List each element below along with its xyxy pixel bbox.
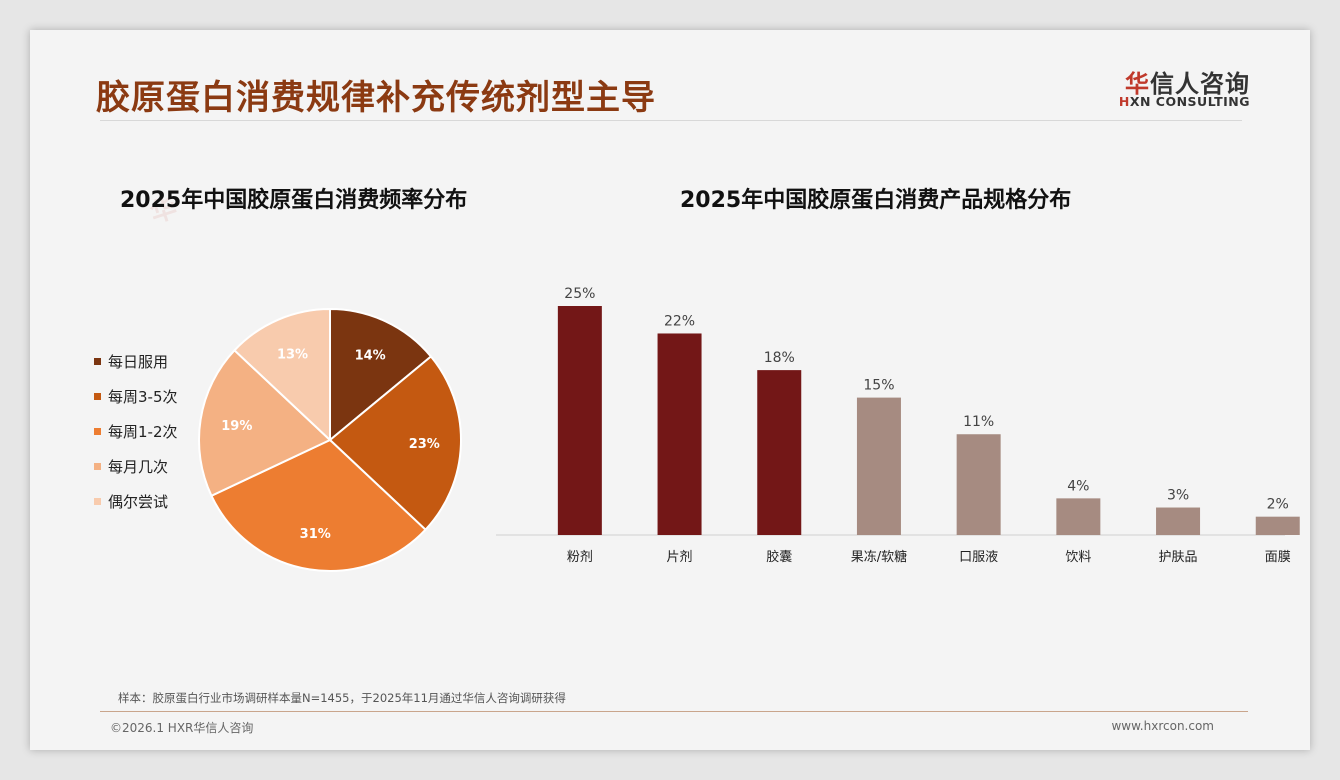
legend-swatch [94,393,101,400]
footer-divider [100,711,1248,712]
bar-category-label: 片剂 [667,550,693,565]
pie-slice [198,348,332,498]
bar [1156,507,1201,535]
pie-slice-label: 19% [221,419,252,434]
bar-value-label: 11% [963,414,994,430]
bar-value-label: 2% [1267,497,1289,513]
bar [757,370,802,535]
pie-slice-label: 23% [409,437,440,452]
legend-item: 每周1-2次 [94,414,178,449]
copyright: ©2026.1 HXR华信人咨询 [110,721,254,735]
bar [657,333,702,535]
website-link[interactable]: www.hxrcon.com [1111,719,1214,733]
pie-slice-label: 31% [300,527,331,542]
pie-legend: 每日服用 每周3-5次 每周1-2次 每月几次 偶尔尝试 [94,344,178,519]
legend-label: 每周3-5次 [108,388,178,406]
bar-category-label: 胶囊 [766,549,792,565]
legend-swatch [94,428,101,435]
pie-slice [328,355,462,532]
sample-note: 样本：胶原蛋白行业市场调研样本量N=1455，于2025年11月通过华信人咨询调… [118,691,566,705]
bar-category-label: 口服液 [959,550,998,565]
legend-label: 每周1-2次 [108,423,178,441]
title-divider [100,120,1242,121]
bar-value-label: 4% [1067,478,1089,494]
bar [856,397,901,535]
bar [1056,498,1101,535]
legend-item: 每日服用 [94,344,178,379]
pie-slice-label: 14% [355,349,386,364]
bar-value-label: 3% [1167,488,1189,504]
pie-slice [210,438,427,572]
legend-swatch [94,498,101,505]
legend-label: 每日服用 [108,353,169,371]
bar-value-label: 18% [764,350,795,366]
bar-category-label: 果冻/软糖 [851,549,907,565]
legend-label: 偶尔尝试 [108,493,169,511]
pie-slice [329,307,433,443]
legend-item: 每月几次 [94,449,178,484]
legend-item: 每周3-5次 [94,379,178,414]
logo-en-text: HXN CONSULTING [1118,94,1250,109]
pie-chart: 14% 23% 31% 19% 13% [198,307,462,572]
legend-swatch [94,358,101,365]
legend-swatch [94,463,101,470]
bar-chart-title: 2025年中国胶原蛋白消费产品规格分布 [680,188,1072,213]
bar-value-label: 25% [564,286,595,302]
pie-slice-label: 13% [277,347,308,362]
bar-category-label: 粉剂 [567,550,593,565]
bar-value-label: 15% [863,378,894,394]
pie-chart-title: 2025年中国胶原蛋白消费频率分布 [120,188,468,213]
legend-label: 每月几次 [108,458,169,476]
bar-chart: 25% 粉剂 22% 片剂 18% 胶囊 15% 果冻/软糖 11% 口服液 4% 饮料 3% 护肤品 2%… [496,286,1300,565]
company-logo: 华信人咨询 HXN CONSULTING [1110,64,1250,114]
bar-category-label: 面膜 [1265,550,1291,565]
bar [956,434,1001,535]
legend-item: 偶尔尝试 [94,484,178,519]
bar-category-label: 饮料 [1065,550,1091,565]
pie-slice [233,307,331,443]
bar-category-label: 护肤品 [1159,550,1198,565]
bar [557,306,602,535]
bar [1255,516,1300,535]
page-title: 胶原蛋白消费规律补充传统剂型主导 [96,78,656,118]
logo-cn-text: 华信人咨询 [1125,70,1250,98]
slide: 华 胶原蛋白消费规律补充传统剂型主导 华信人咨询 HXN CONSULTING … [30,30,1310,750]
bar-value-label: 22% [664,313,695,329]
